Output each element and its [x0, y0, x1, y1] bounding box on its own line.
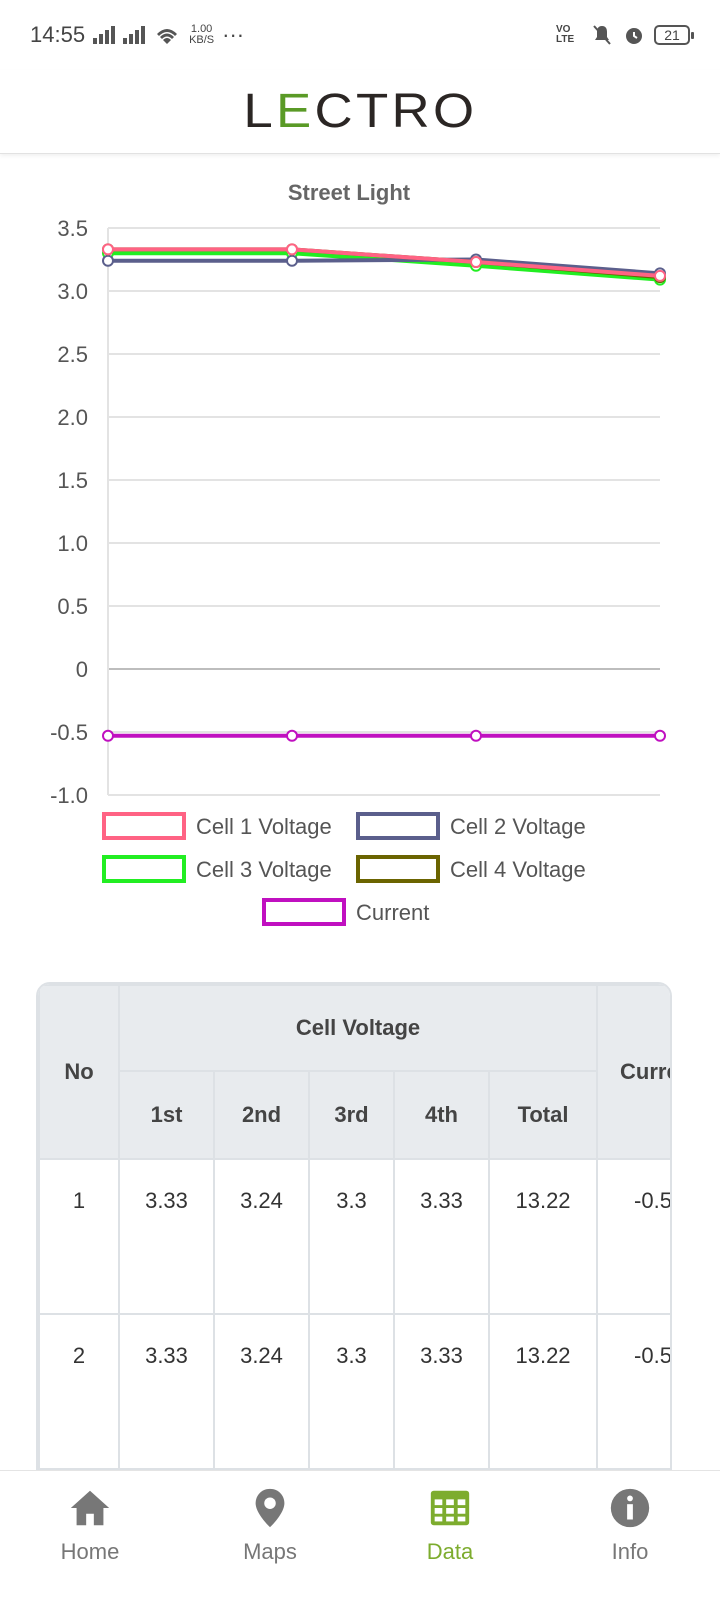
logo-rest: CTRO — [314, 85, 477, 138]
header-3rd: 3rd — [308, 1070, 395, 1160]
y-tick-label: 2.5 — [57, 342, 88, 367]
header-4th: 4th — [393, 1070, 490, 1160]
cell-4th: 3.33 — [393, 1158, 490, 1315]
signal-icon — [93, 26, 116, 44]
y-tick-label: 0.5 — [57, 594, 88, 619]
legend-label: Cell 4 Voltage — [450, 857, 586, 882]
legend-swatch — [102, 812, 186, 840]
cell-total: 13.22 — [487, 1313, 599, 1470]
lectro-logo: LECTRO — [243, 84, 477, 139]
home-icon — [70, 1490, 110, 1526]
header-cell-voltage: Cell Voltage — [117, 984, 599, 1072]
nav-home[interactable]: Home — [0, 1471, 180, 1600]
info-icon — [610, 1488, 650, 1528]
data-point — [286, 243, 298, 256]
data-point — [286, 729, 298, 742]
nav-maps-label: Maps — [243, 1539, 297, 1564]
data-point — [654, 269, 666, 282]
net-speed: 1.00 KB/S — [189, 24, 214, 46]
bottom-nav: Home Maps Data Info — [0, 1470, 720, 1600]
y-tick-label: -0.5 — [50, 720, 88, 745]
net-speed-value: 1.00 — [190, 23, 213, 35]
chart-title: Street Light — [288, 180, 411, 205]
header-1st: 1st — [118, 1070, 215, 1160]
y-tick-label: 3.0 — [57, 279, 88, 304]
net-speed-unit: KB/S — [189, 34, 215, 46]
data-point — [286, 254, 298, 267]
volte-icon: VO LTE — [556, 24, 575, 45]
status-right: VO LTE 21 — [556, 23, 694, 47]
data-point — [654, 729, 666, 742]
cell-1st: 3.33 — [118, 1158, 215, 1315]
cell-1st: 3.33 — [118, 1313, 215, 1470]
cell-current: -0.5 — [596, 1158, 670, 1315]
legend-label: Cell 2 Voltage — [450, 814, 586, 839]
series-line — [108, 247, 661, 278]
nav-data[interactable]: Data — [360, 1471, 540, 1600]
status-time: 14:55 — [30, 22, 86, 47]
cell-2nd: 3.24 — [213, 1158, 310, 1315]
map-pin-icon — [255, 1488, 285, 1528]
y-tick-label: 1.0 — [57, 531, 88, 556]
legend-swatch — [262, 898, 346, 926]
data-point — [102, 243, 114, 256]
y-tick-label: 1.5 — [57, 468, 88, 493]
status-left: 14:55 1.00 KB/S ··· — [30, 22, 244, 48]
cell-4th: 3.33 — [393, 1313, 490, 1470]
wifi-icon — [157, 29, 178, 44]
legend-label: Cell 1 Voltage — [196, 814, 332, 839]
legend-swatch — [356, 855, 440, 883]
legend-label: Cell 3 Voltage — [196, 857, 332, 882]
nav-info-label: Info — [611, 1539, 649, 1564]
header-2nd: 2nd — [213, 1070, 310, 1160]
alarm-icon — [626, 28, 642, 44]
header-total: Total — [487, 1070, 599, 1160]
header-no: No — [38, 984, 120, 1160]
street-light-chart: Street Light 3.5 3.0 2.5 2.0 1.5 1.0 0.5 0 -0.5 -1… — [0, 168, 720, 948]
cell-total: 13.22 — [487, 1158, 599, 1315]
logo-l: L — [243, 85, 276, 138]
signal-icon-2 — [123, 26, 146, 44]
nav-maps[interactable]: Maps — [180, 1471, 360, 1600]
data-point — [102, 254, 114, 267]
cell-no: 1 — [38, 1158, 120, 1315]
y-tick-label: 2.0 — [57, 405, 88, 430]
data-point — [470, 729, 482, 742]
app-header: LECTRO — [0, 70, 720, 154]
cell-3rd: 3.3 — [308, 1313, 395, 1470]
legend-swatch — [356, 812, 440, 840]
series-line — [108, 257, 661, 276]
cell-no: 2 — [38, 1313, 120, 1470]
nav-info[interactable]: Info — [540, 1471, 720, 1600]
nav-home-label: Home — [60, 1539, 120, 1564]
logo-e: E — [275, 85, 315, 138]
status-bar: 14:55 1.00 KB/S ··· VO LTE 21 — [0, 0, 720, 70]
y-tick-label: 0 — [76, 657, 88, 682]
legend-label: Current — [356, 900, 429, 925]
chart-svg: Street Light 3.5 3.0 2.5 2.0 1.5 1.0 0.5 0 -0.5 -1… — [50, 180, 666, 926]
mute-bell-icon — [593, 25, 611, 45]
y-tick-label: -1.0 — [50, 783, 88, 808]
y-tick-label: 3.5 — [57, 216, 88, 241]
cell-current: -0.5 — [596, 1313, 670, 1470]
grid-table-icon — [430, 1490, 470, 1526]
legend-swatch — [102, 855, 186, 883]
table-row: 2 3.33 3.24 3.3 3.33 13.22 -0.5 — [38, 1313, 670, 1470]
header-current: Curre — [596, 984, 670, 1160]
cell-2nd: 3.24 — [213, 1313, 310, 1470]
nav-data-label: Data — [426, 1539, 474, 1564]
battery-icon: 21 — [654, 25, 694, 45]
cell-3rd: 3.3 — [308, 1158, 395, 1315]
data-point — [102, 729, 114, 742]
data-point — [470, 256, 482, 269]
more-icon: ··· — [222, 22, 245, 47]
table-row: 1 3.33 3.24 3.3 3.33 13.22 -0.5 — [38, 1158, 670, 1315]
